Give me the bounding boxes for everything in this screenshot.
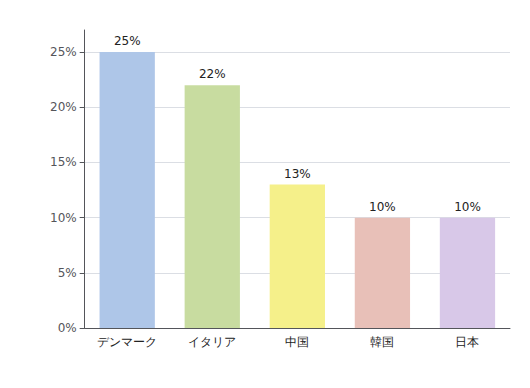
svg-text:5%: 5% bbox=[58, 266, 77, 280]
svg-text:デンマーク: デンマーク bbox=[97, 335, 157, 349]
svg-text:13%: 13% bbox=[284, 167, 311, 181]
svg-text:日本: 日本 bbox=[455, 335, 479, 349]
svg-text:10%: 10% bbox=[369, 200, 396, 214]
svg-text:イタリア: イタリア bbox=[188, 335, 236, 349]
svg-text:25%: 25% bbox=[114, 34, 141, 48]
svg-text:中国: 中国 bbox=[285, 335, 309, 349]
svg-text:0%: 0% bbox=[58, 321, 77, 335]
svg-text:10%: 10% bbox=[454, 200, 481, 214]
svg-text:韓国: 韓国 bbox=[370, 335, 394, 349]
svg-text:20%: 20% bbox=[50, 100, 77, 114]
svg-text:15%: 15% bbox=[50, 155, 77, 169]
svg-text:22%: 22% bbox=[199, 67, 226, 81]
svg-text:25%: 25% bbox=[50, 45, 77, 59]
svg-text:10%: 10% bbox=[50, 211, 77, 225]
